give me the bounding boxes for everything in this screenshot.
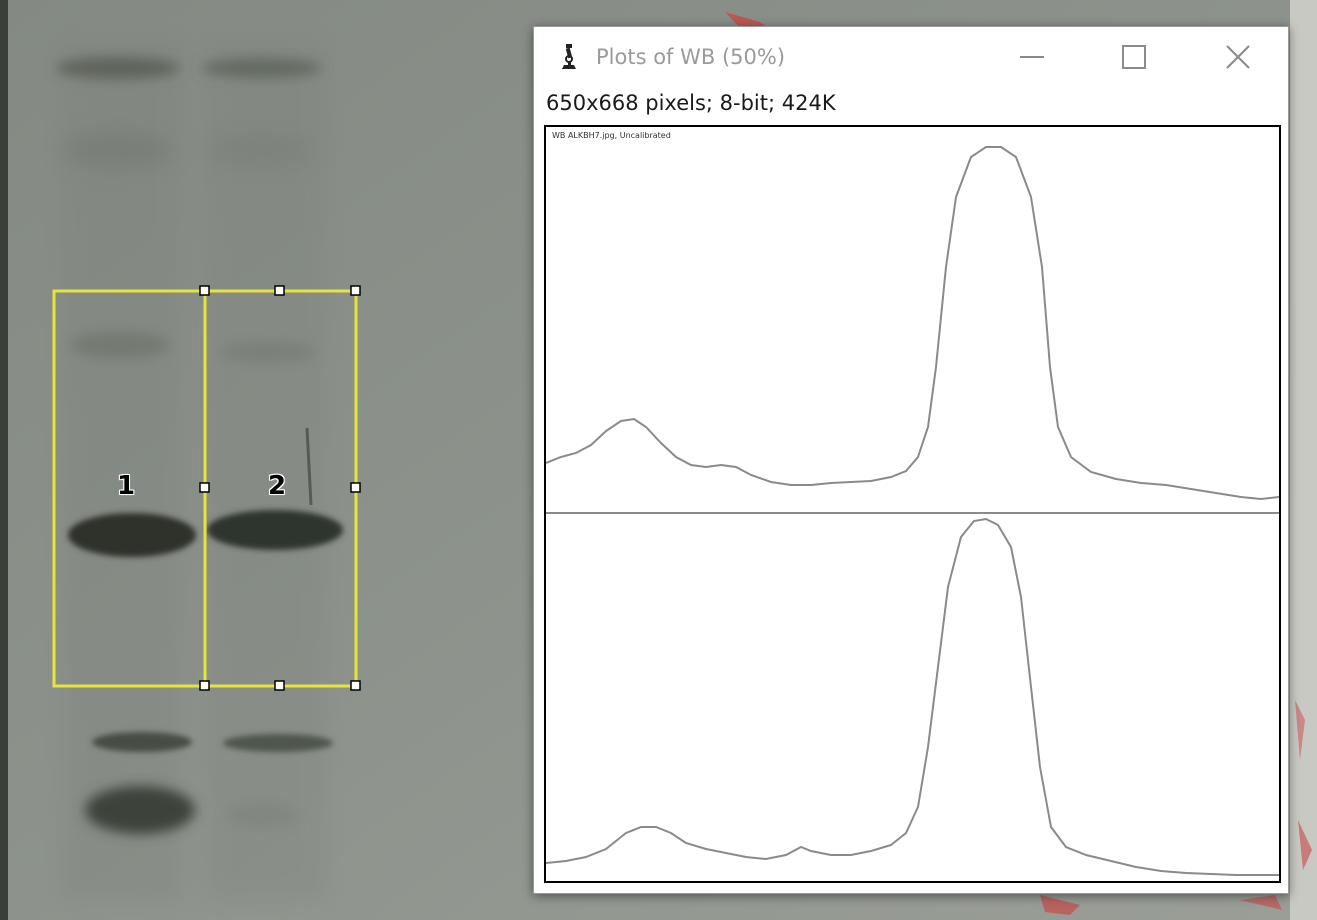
lane-2-label: 2: [268, 471, 287, 501]
close-button[interactable]: [1208, 37, 1268, 77]
resize-handle[interactable]: [199, 680, 210, 691]
resize-handle[interactable]: [199, 482, 210, 493]
resize-handle[interactable]: [274, 680, 285, 691]
window-titlebar[interactable]: Plots of WB (50%): [534, 27, 1288, 87]
maximize-button[interactable]: [1104, 37, 1164, 77]
resize-handle[interactable]: [350, 285, 361, 296]
lane-1-profile: [546, 146, 1279, 501]
image-info: 650x668 pixels; 8-bit; 424K: [546, 91, 836, 115]
plot-caption: WB ALKBH7.jpg, Uncalibrated: [552, 131, 671, 140]
minimize-button[interactable]: [1002, 37, 1062, 77]
lane-1-label: 1: [117, 471, 136, 501]
maximize-icon: [1122, 45, 1146, 69]
lane-profile-plots: [546, 146, 1279, 876]
profile-plot-canvas[interactable]: WB ALKBH7.jpg, Uncalibrated: [544, 125, 1281, 883]
lane-2-profile: [546, 517, 1279, 876]
close-icon: [1226, 45, 1250, 69]
roi-resize-handles[interactable]: [199, 285, 361, 691]
window-title: Plots of WB (50%): [596, 45, 786, 69]
microscope-icon: [556, 42, 582, 72]
minimize-icon: [1020, 56, 1044, 58]
resize-handle[interactable]: [274, 285, 285, 296]
resize-handle[interactable]: [199, 285, 210, 296]
resize-handle[interactable]: [350, 482, 361, 493]
plot-window[interactable]: Plots of WB (50%) 650x668 pixels; 8-bit;…: [533, 26, 1289, 894]
resize-handle[interactable]: [350, 680, 361, 691]
